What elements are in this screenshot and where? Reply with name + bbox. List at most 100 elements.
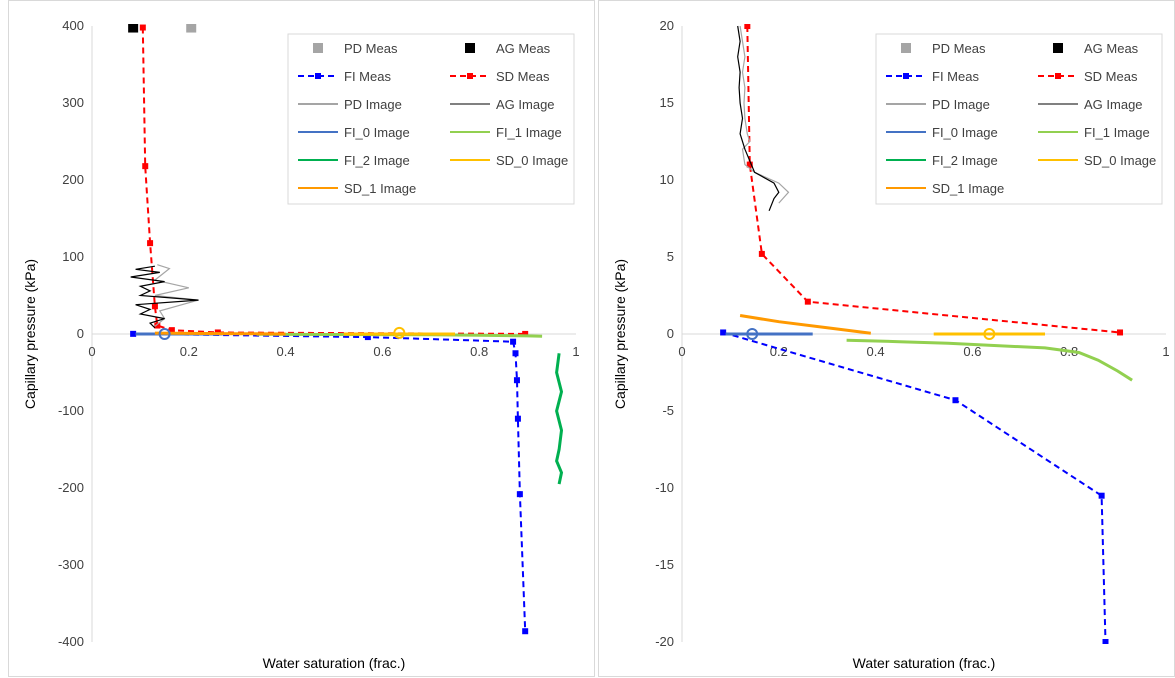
y-tick-label: 200	[62, 172, 84, 187]
x-tick-label: 0.4	[867, 344, 885, 359]
legend-swatch-marker-fi-meas	[903, 73, 909, 79]
y-tick-label: 100	[62, 249, 84, 264]
legend-label-pd-meas: PD Meas	[344, 41, 398, 56]
open-circle-marker	[393, 326, 406, 339]
y-axis-title: Capillary pressure (kPa)	[22, 259, 38, 409]
legend-swatch-marker-sd-meas	[467, 73, 473, 79]
x-tick-label: 0.8	[470, 344, 488, 359]
fi-meas-marker	[1098, 492, 1105, 499]
legend-label-fi-meas: FI Meas	[344, 69, 391, 84]
sd-meas-marker	[746, 161, 753, 168]
x-tick-label: 0.4	[277, 344, 295, 359]
fi-1-image-line	[846, 338, 1133, 382]
legend-swatch-ag-meas	[1053, 43, 1063, 53]
ag-image-line	[737, 25, 780, 212]
y-tick-label: -15	[655, 557, 674, 572]
fi-meas-marker	[516, 491, 523, 498]
legend-label-ag-image: AG Image	[496, 97, 555, 112]
legend-box	[287, 33, 575, 205]
x-tick-label: 0	[88, 344, 95, 359]
fi-meas-marker	[522, 628, 529, 635]
open-circle-marker	[746, 328, 759, 340]
fi-meas-marker	[720, 329, 727, 336]
legend-label-fi-meas: FI Meas	[932, 69, 979, 84]
y-tick-label: -20	[655, 634, 674, 649]
legend-label-pd-image: PD Image	[344, 97, 402, 112]
ag-image-line	[130, 265, 199, 329]
legend-swatch-pd-meas	[313, 43, 323, 53]
sd-meas-marker	[522, 330, 529, 337]
y-tick-label: 400	[62, 18, 84, 33]
sd-meas-marker	[758, 250, 765, 257]
x-tick-label: 1	[1162, 344, 1169, 359]
fi-meas-marker	[1102, 639, 1109, 644]
legend-label-pd-meas: PD Meas	[932, 41, 986, 56]
fi-meas-marker	[513, 377, 520, 384]
legend-label-ag-meas: AG Meas	[1084, 41, 1139, 56]
chart-left-svg: 400 300 200 100 0 -100 -200 -300 -400 0 0.2 0.4 0.6 0…	[22, 18, 580, 671]
sd-meas-line	[746, 25, 1121, 334]
y-axis-title: Capillary pressure (kPa)	[612, 259, 628, 409]
legend-box	[875, 33, 1163, 205]
chart-panel-left: 400 300 200 100 0 -100 -200 -300 -400 0 0.2 0.4 0.6 0…	[8, 0, 595, 677]
legend-label-fi-0-image: FI_0 Image	[932, 125, 998, 140]
y-tick-label: 15	[660, 95, 674, 110]
y-tick-label: -5	[662, 403, 674, 418]
pd-image-line	[153, 264, 199, 327]
sd-meas-marker	[147, 240, 154, 247]
sd-meas-marker	[744, 24, 751, 29]
sd-meas-marker	[804, 298, 811, 305]
fi-2-image-line	[555, 353, 564, 485]
x-axis-title: Water saturation (frac.)	[263, 655, 406, 671]
sd-meas-marker	[151, 303, 158, 310]
legend-label-sd-meas: SD Meas	[1084, 69, 1138, 84]
y-tick-label: 10	[660, 172, 674, 187]
sd-1-image-line	[154, 331, 286, 336]
legend-label-ag-image: AG Image	[1084, 97, 1143, 112]
plot-area	[720, 24, 1133, 644]
fi-meas-marker	[364, 334, 371, 341]
open-circle-marker	[983, 328, 996, 340]
y-tick-label: -10	[655, 480, 674, 495]
legend-swatch-marker-sd-meas	[1055, 73, 1061, 79]
plot-area	[128, 24, 564, 635]
legend-swatch-ag-meas	[465, 43, 475, 53]
fi-meas-marker	[952, 397, 959, 404]
legend-label-sd-meas: SD Meas	[496, 69, 550, 84]
legend-label-sd-1-image: SD_1 Image	[344, 181, 416, 196]
legend-label-ag-meas: AG Meas	[496, 41, 551, 56]
sd-1-image-line	[739, 314, 871, 335]
pd-image-line	[739, 25, 790, 204]
legend: PD Meas AG Meas FI Meas SD Meas PD Image AG I…	[287, 33, 575, 205]
fi-meas-line	[722, 331, 1107, 643]
y-tick-label: 20	[660, 18, 674, 33]
legend: PD Meas AG Meas FI Meas SD Meas PD Image AG I…	[875, 33, 1163, 205]
x-tick-label: 0	[678, 344, 685, 359]
fi-meas-marker	[512, 350, 519, 357]
fi-meas-marker	[514, 415, 521, 422]
legend-label-fi-2-image: FI_2 Image	[344, 153, 410, 168]
chart-panel-right: 20 15 10 5 0 -5 -10 -15 -20 0 0.2 0.4 0.6 0.8 1 Water s…	[598, 0, 1175, 677]
sd-meas-marker	[142, 163, 149, 170]
x-axis-title: Water saturation (frac.)	[853, 655, 996, 671]
y-tick-label: 0	[77, 326, 84, 341]
y-tick-label: 0	[667, 326, 674, 341]
legend-label-fi-2-image: FI_2 Image	[932, 153, 998, 168]
legend-label-fi-1-image: FI_1 Image	[1084, 125, 1150, 140]
pd-meas-marker	[186, 24, 197, 33]
legend-label-fi-1-image: FI_1 Image	[496, 125, 562, 140]
x-tick-label: 0.2	[180, 344, 198, 359]
sd-meas-marker	[139, 24, 146, 31]
x-tick-label: 1	[572, 344, 579, 359]
fi-meas-marker	[510, 338, 517, 345]
y-tick-label: 5	[667, 249, 674, 264]
y-tick-label: 300	[62, 95, 84, 110]
y-tick-label: -400	[58, 634, 84, 649]
y-tick-label: -100	[58, 403, 84, 418]
legend-label-pd-image: PD Image	[932, 97, 990, 112]
legend-swatch-marker-fi-meas	[315, 73, 321, 79]
legend-label-fi-0-image: FI_0 Image	[344, 125, 410, 140]
y-tick-label: -300	[58, 557, 84, 572]
fi-meas-line	[133, 332, 527, 632]
